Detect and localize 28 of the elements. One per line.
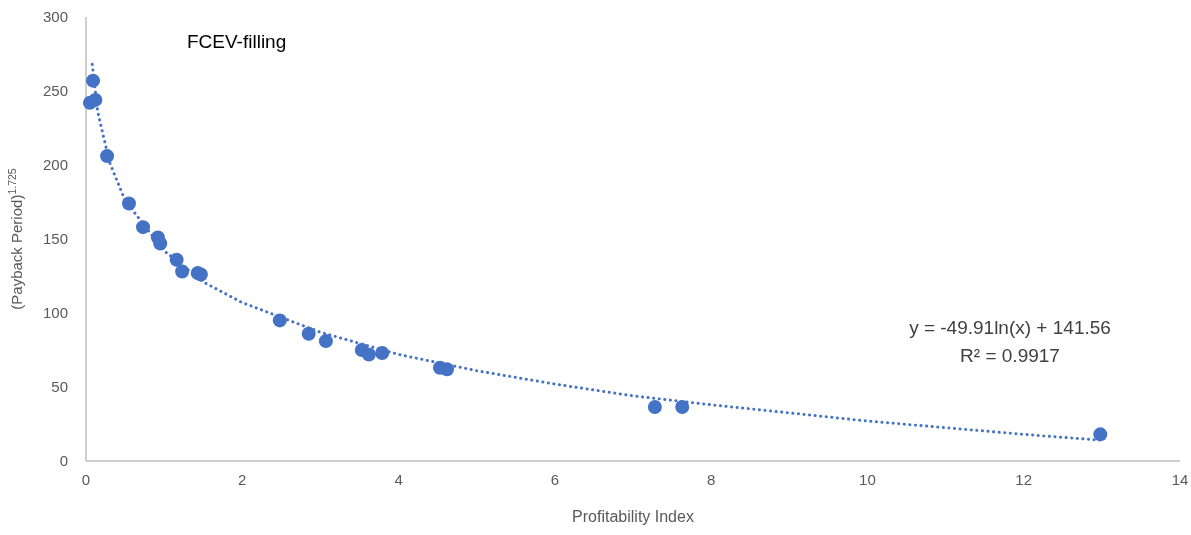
point — [318, 334, 333, 349]
point — [440, 362, 455, 377]
annotation: y = -49.91ln(x) + 141.56 — [909, 317, 1111, 338]
y-tick-label: 150 — [42, 230, 68, 247]
point — [647, 399, 662, 414]
y-tick-label: 300 — [42, 8, 68, 25]
point — [301, 326, 316, 341]
point — [1093, 427, 1108, 442]
point — [361, 347, 376, 362]
x-tick-label: 0 — [81, 471, 91, 488]
text: FCEV-filling — [187, 31, 287, 52]
y-tick-label: 200 — [42, 156, 68, 173]
y-tick-label: 50 — [51, 378, 68, 395]
y-tick-label: 100 — [42, 304, 68, 321]
x-tick-label: 14 — [1171, 471, 1189, 488]
x-tick-label: 10 — [859, 471, 876, 488]
x-tick-label: 8 — [706, 471, 716, 488]
x-tick-label: 12 — [1015, 471, 1033, 488]
x-tick-label: 6 — [550, 471, 560, 488]
x-tick-label: 4 — [394, 471, 403, 488]
x-axis-title: Profitability Index — [572, 508, 694, 525]
point — [675, 399, 690, 414]
x-tick-label: 2 — [238, 471, 247, 488]
y-tick-label: 0 — [59, 452, 68, 469]
point — [82, 95, 97, 110]
annotation: R² = 0.9917 — [960, 345, 1060, 366]
y-tick-label: 250 — [42, 82, 68, 99]
point — [175, 264, 190, 279]
